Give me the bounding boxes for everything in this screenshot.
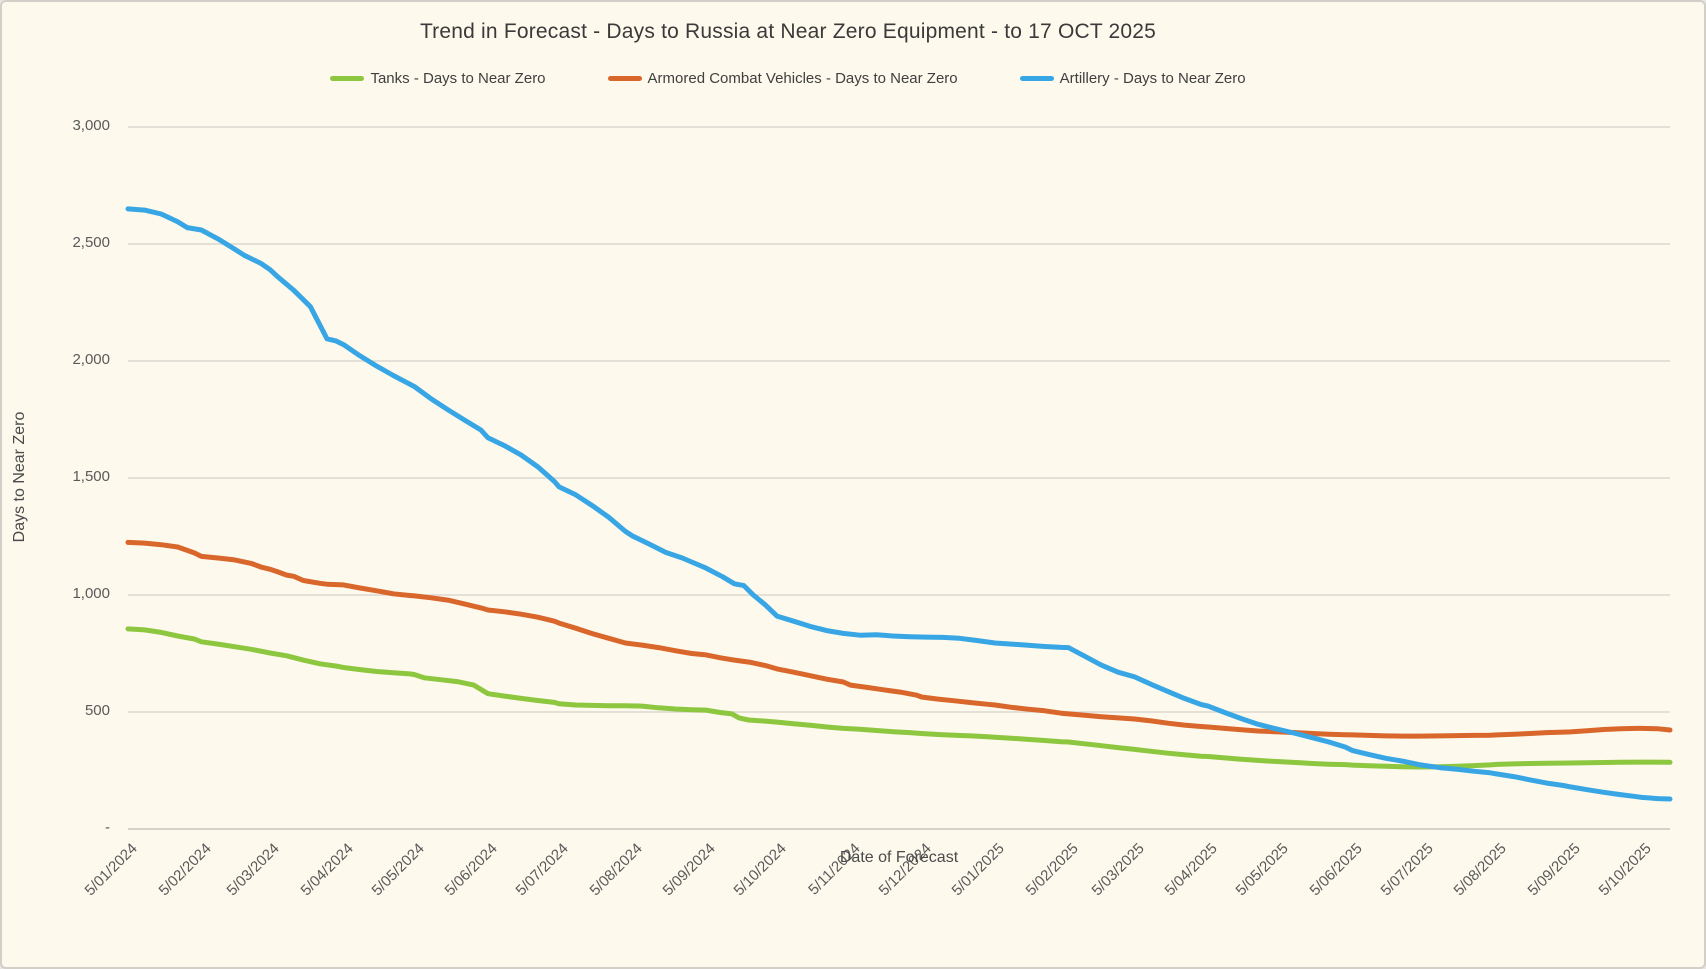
x-axis-title: Date of Forecast [839,849,959,866]
legend-swatch-icon [607,76,642,81]
legend-item-tanks[interactable]: Tanks - Days to Near Zero [330,70,546,87]
y-axis-title: Days to Near Zero [11,411,28,543]
y-tick-label-1000: 1,000 [72,585,110,602]
series-line-artillery[interactable] [125,206,1673,802]
y-tick-label-500: 500 [84,702,110,719]
legend-item-artillery[interactable]: Artillery - Days to Near Zero [1019,70,1246,87]
y-tick-label-2000: 2,000 [72,351,110,368]
y-tick-label-2500: 2,500 [72,234,110,251]
legend-label: Tanks - Days to Near Zero [370,70,546,87]
y-tick-label-0: - [105,819,110,836]
y-tick-label-1500: 1,500 [72,468,110,485]
chart-title: Trend in Forecast - Days to Russia at Ne… [419,20,1157,43]
series-line-acv[interactable] [125,539,1673,739]
y-tick-label-3000: 3,000 [72,117,110,134]
legend-item-acv[interactable]: Armored Combat Vehicles - Days to Near Z… [607,70,958,87]
series-line-tanks[interactable] [125,626,1673,770]
legend-swatch-icon [330,76,365,81]
legend: Tanks - Days to Near Zero Armored Combat … [2,70,1574,87]
legend-swatch-icon [1019,76,1054,81]
legend-label: Artillery - Days to Near Zero [1059,70,1246,87]
legend-label: Armored Combat Vehicles - Days to Near Z… [647,70,958,87]
